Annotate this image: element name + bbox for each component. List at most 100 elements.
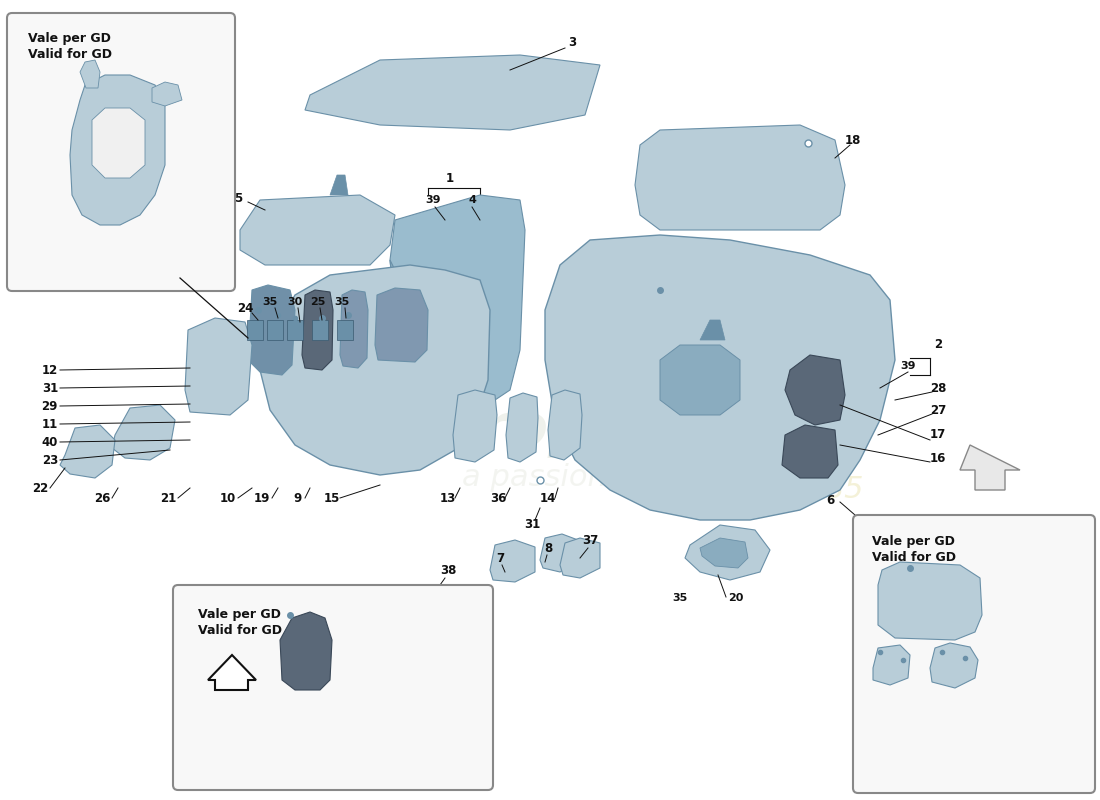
Text: 18: 18 bbox=[845, 134, 861, 146]
Text: 40: 40 bbox=[42, 435, 58, 449]
Polygon shape bbox=[260, 265, 490, 475]
Polygon shape bbox=[248, 285, 295, 375]
FancyBboxPatch shape bbox=[173, 585, 493, 790]
Text: 24: 24 bbox=[236, 302, 253, 314]
Text: 38: 38 bbox=[354, 622, 371, 634]
Polygon shape bbox=[635, 125, 845, 230]
Text: Vale per GD: Vale per GD bbox=[198, 608, 280, 621]
Text: 11: 11 bbox=[42, 418, 58, 430]
Polygon shape bbox=[390, 195, 525, 410]
Text: 31: 31 bbox=[42, 382, 58, 394]
Text: 35: 35 bbox=[263, 297, 277, 307]
Polygon shape bbox=[267, 320, 283, 340]
Text: 25: 25 bbox=[310, 297, 326, 307]
Polygon shape bbox=[152, 82, 182, 106]
Text: 39: 39 bbox=[900, 361, 915, 371]
Text: 8: 8 bbox=[543, 542, 552, 554]
Text: 4: 4 bbox=[469, 195, 476, 205]
Polygon shape bbox=[782, 425, 838, 478]
Text: Valid for GD: Valid for GD bbox=[198, 624, 282, 637]
Polygon shape bbox=[112, 405, 175, 460]
Text: 3: 3 bbox=[568, 35, 576, 49]
Polygon shape bbox=[700, 320, 725, 340]
Polygon shape bbox=[208, 655, 256, 690]
Text: 22: 22 bbox=[32, 482, 48, 494]
Polygon shape bbox=[878, 562, 982, 640]
Text: 23: 23 bbox=[42, 454, 58, 466]
Text: 32: 32 bbox=[50, 189, 67, 202]
Polygon shape bbox=[92, 108, 145, 178]
Text: 36: 36 bbox=[490, 491, 506, 505]
Polygon shape bbox=[660, 345, 740, 415]
Polygon shape bbox=[287, 320, 303, 340]
Text: 20: 20 bbox=[728, 593, 744, 603]
Text: 10: 10 bbox=[220, 491, 236, 505]
Text: 17: 17 bbox=[930, 429, 946, 442]
Text: 12: 12 bbox=[42, 363, 58, 377]
Polygon shape bbox=[375, 288, 428, 362]
Text: 9: 9 bbox=[294, 491, 302, 505]
Text: 38: 38 bbox=[440, 563, 456, 577]
Polygon shape bbox=[544, 235, 895, 520]
Text: 26: 26 bbox=[94, 491, 110, 505]
Text: 13: 13 bbox=[440, 491, 456, 505]
Polygon shape bbox=[340, 290, 368, 368]
Text: since 1985: since 1985 bbox=[696, 475, 864, 505]
Polygon shape bbox=[312, 320, 328, 340]
Text: 5: 5 bbox=[234, 191, 242, 205]
Polygon shape bbox=[785, 355, 845, 425]
Text: 6: 6 bbox=[826, 494, 834, 506]
Polygon shape bbox=[685, 525, 770, 580]
Text: Vale per GD: Vale per GD bbox=[872, 535, 955, 548]
Text: 35: 35 bbox=[911, 695, 925, 705]
Text: 17: 17 bbox=[354, 646, 370, 658]
Text: 35: 35 bbox=[860, 695, 876, 705]
Text: europarts: europarts bbox=[398, 402, 722, 458]
Text: 6: 6 bbox=[998, 634, 1006, 646]
Polygon shape bbox=[960, 445, 1020, 490]
Text: 29: 29 bbox=[42, 399, 58, 413]
Text: a passion for: a passion for bbox=[462, 463, 658, 493]
Text: 39: 39 bbox=[426, 195, 441, 205]
Text: 19: 19 bbox=[254, 491, 271, 505]
Text: 27: 27 bbox=[930, 403, 946, 417]
Polygon shape bbox=[548, 390, 582, 460]
Polygon shape bbox=[280, 612, 332, 690]
Text: Vale per GD: Vale per GD bbox=[28, 32, 111, 45]
Text: Valid for GD: Valid for GD bbox=[28, 48, 112, 61]
Polygon shape bbox=[560, 538, 600, 578]
FancyBboxPatch shape bbox=[852, 515, 1094, 793]
Polygon shape bbox=[700, 538, 748, 568]
Polygon shape bbox=[540, 534, 578, 572]
Polygon shape bbox=[506, 393, 538, 462]
Polygon shape bbox=[453, 390, 497, 462]
Polygon shape bbox=[240, 195, 395, 265]
Text: 30: 30 bbox=[287, 297, 303, 307]
Text: 16: 16 bbox=[930, 451, 946, 465]
FancyBboxPatch shape bbox=[7, 13, 235, 291]
Polygon shape bbox=[248, 320, 263, 340]
Polygon shape bbox=[70, 75, 165, 225]
Text: 35: 35 bbox=[334, 297, 350, 307]
Text: 16: 16 bbox=[354, 671, 371, 685]
Polygon shape bbox=[80, 60, 100, 88]
Text: 15: 15 bbox=[323, 491, 340, 505]
Polygon shape bbox=[305, 55, 600, 130]
Text: 2: 2 bbox=[934, 338, 942, 351]
Polygon shape bbox=[337, 320, 353, 340]
Polygon shape bbox=[490, 540, 535, 582]
Text: 1: 1 bbox=[446, 171, 454, 185]
Polygon shape bbox=[302, 290, 333, 370]
Text: 35: 35 bbox=[672, 593, 688, 603]
Text: 33: 33 bbox=[980, 710, 996, 720]
Polygon shape bbox=[873, 645, 910, 685]
Text: 7: 7 bbox=[496, 551, 504, 565]
Text: Valid for GD: Valid for GD bbox=[872, 551, 956, 564]
Text: 31: 31 bbox=[524, 518, 540, 531]
Polygon shape bbox=[330, 175, 348, 195]
Text: 21: 21 bbox=[160, 491, 176, 505]
Text: 34: 34 bbox=[860, 710, 876, 720]
Polygon shape bbox=[930, 643, 978, 688]
Polygon shape bbox=[390, 260, 446, 410]
Polygon shape bbox=[185, 318, 252, 415]
